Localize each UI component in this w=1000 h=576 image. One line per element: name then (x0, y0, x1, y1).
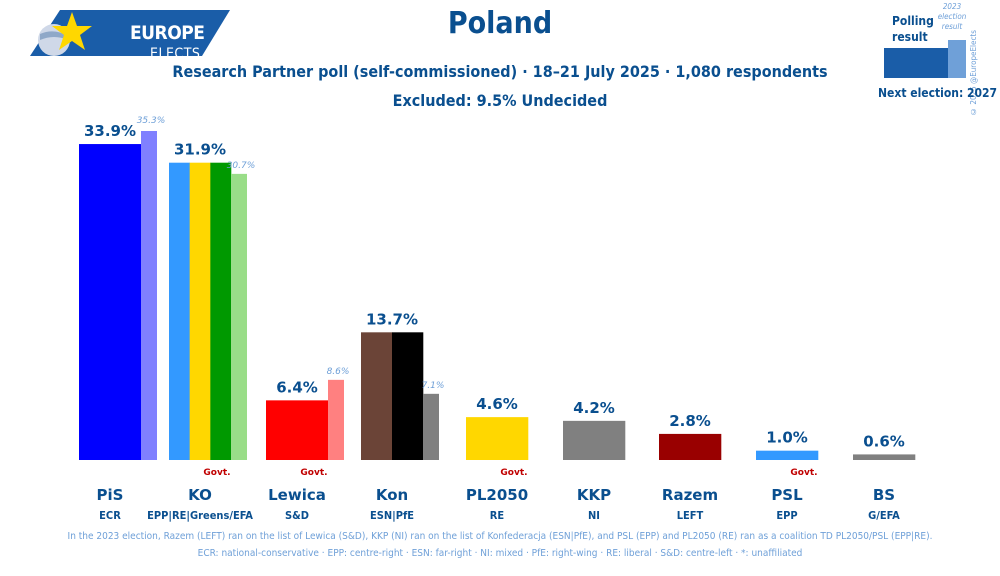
party-name-pl2050: PL2050 (466, 486, 528, 504)
chart-title: Poland (447, 6, 553, 41)
next-election-label: Next election: 2027 (878, 86, 998, 100)
party-group-razem: LEFT (677, 509, 704, 522)
value-label-ko: 31.9% (174, 141, 226, 159)
value-label-psl: 1.0% (766, 429, 808, 447)
bar-ko-seg-2 (189, 162, 211, 460)
party-group-ko: EPP|RE|Greens/EFA (147, 509, 253, 522)
party-name-lewica: Lewica (268, 486, 326, 504)
value-label-pl2050: 4.6% (476, 395, 518, 413)
legend-polling-swatch (884, 48, 948, 78)
govt-label-psl: Govt. (790, 468, 817, 478)
bar-pl2050 (466, 417, 529, 460)
party-name-razem: Razem (662, 486, 718, 504)
value-label-kkp: 4.2% (573, 399, 615, 417)
party-name-bs: BS (873, 486, 895, 504)
logo-icon (30, 10, 230, 56)
election-label-pis: 35.3% (137, 116, 166, 126)
govt-label-ko: Govt. (203, 468, 230, 478)
logo-text-elects: ELECTS (150, 46, 201, 62)
party-group-pis: ECR (99, 509, 121, 522)
bar-psl (756, 450, 819, 460)
value-label-pis: 33.9% (84, 122, 136, 140)
poll-subtitle: Research Partner poll (self-commissioned… (172, 62, 828, 81)
legend-polling-label: Polling result (892, 14, 934, 44)
bar-razem (659, 433, 722, 460)
party-name-psl: PSL (771, 486, 803, 504)
election-bar-kon (423, 393, 439, 460)
election-bar-ko (231, 173, 247, 460)
bar-ko-seg-3 (210, 162, 232, 460)
excluded-note: Excluded: 9.5% Undecided (392, 91, 608, 110)
party-group-pl2050: RE (490, 509, 505, 522)
election-bar-lewica (328, 379, 344, 460)
election-label-lewica: 8.6% (327, 367, 350, 377)
bar-lewica (266, 400, 329, 460)
party-name-pis: PiS (97, 486, 124, 504)
bar-kkp (563, 420, 626, 460)
election-label-ko: 30.7% (227, 161, 256, 171)
europe-elects-logo: EUROPE ELECTS (30, 10, 230, 62)
party-name-ko: KO (188, 486, 212, 504)
election-label-kon: 7.1% (422, 381, 445, 391)
election-bar-pis (141, 131, 157, 460)
footnote-coalitions: In the 2023 election, Razem (LEFT) ran o… (67, 531, 933, 542)
value-label-razem: 2.8% (669, 412, 711, 430)
value-label-lewica: 6.4% (276, 378, 318, 396)
bar-kon-seg-2 (392, 332, 424, 460)
party-group-psl: EPP (776, 509, 797, 522)
bar-ko-seg-1 (169, 162, 190, 460)
party-group-kon: ESN|PfE (370, 509, 414, 522)
footnote-groups: ECR: national-conservative · EPP: centre… (197, 548, 803, 559)
party-group-kkp: NI (588, 509, 600, 522)
party-name-kkp: KKP (577, 486, 611, 504)
value-label-bs: 0.6% (863, 432, 905, 450)
party-group-bs: G/EFA (868, 509, 900, 522)
bar-bs (853, 454, 916, 460)
party-name-kon: Kon (376, 486, 408, 504)
bar-kon-seg-1 (361, 332, 393, 460)
party-group-lewica: S&D (285, 509, 309, 522)
bar-pis (79, 144, 142, 460)
star-icon (52, 12, 92, 50)
logo-text-europe: EUROPE (130, 22, 205, 44)
legend-election-label: 2023 election result (937, 2, 967, 31)
govt-label-lewica: Govt. (300, 468, 327, 478)
legend-election-swatch (948, 40, 966, 78)
value-label-kon: 13.7% (366, 310, 418, 328)
govt-label-pl2050: Govt. (500, 468, 527, 478)
